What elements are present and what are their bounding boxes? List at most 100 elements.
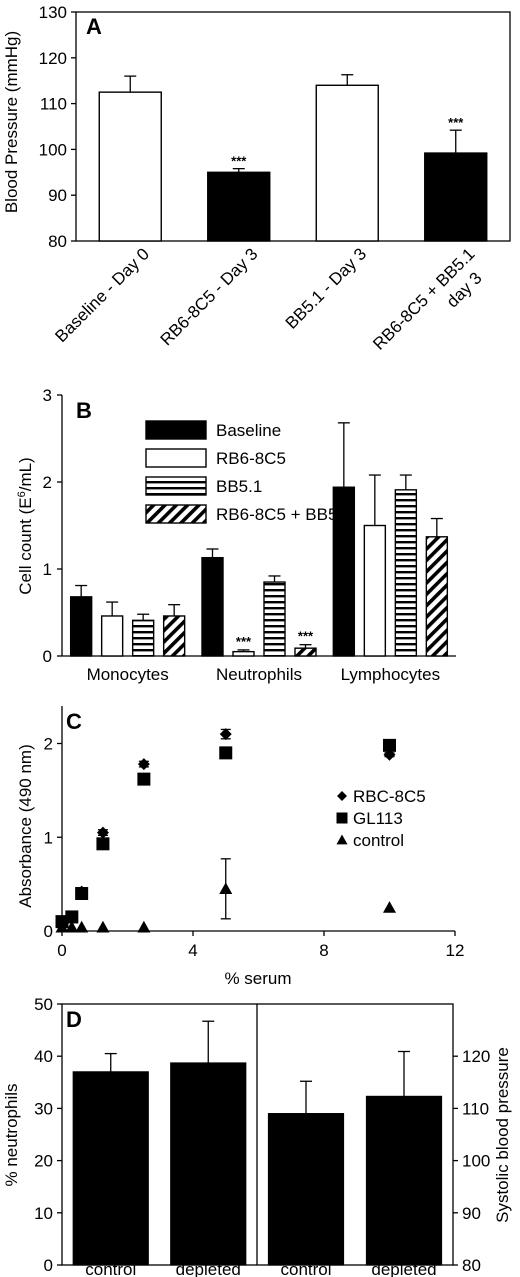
panel-d-right-bar [365, 1095, 443, 1266]
panel-b-legend-label: Baseline [216, 421, 281, 440]
panel-d-right-ylabel: Systolic blood pressure [493, 1047, 512, 1223]
panel-b-legend: Baseline RB6-8C5 BB5.1 RB6-8C5 + BB5.1 [145, 420, 352, 524]
panel-d-right-bar [267, 1113, 345, 1266]
panel-c-point-square [219, 746, 233, 760]
panel-b-bar [162, 615, 186, 657]
panel-c-legend-label: control [353, 831, 404, 850]
panel-c-ytick-label: 1 [44, 828, 53, 847]
panel-a-xtick-label: RB6-8C5 - Day 3 [157, 244, 262, 349]
panel-b-legend-label: RB6-8C5 [216, 449, 286, 468]
panel-b-bar [201, 556, 224, 657]
panel-d-right-ytick-label: 120 [462, 1047, 490, 1066]
panel-a-x-axis-labels: Baseline - Day 0 RB6-8C5 - Day 3 BB5.1 - D… [51, 244, 494, 369]
panel-c-ytick-label: 2 [44, 735, 53, 754]
panel-b-ytick-label: 3 [43, 386, 52, 405]
panel-d-left-ytick-label: 10 [34, 1204, 53, 1223]
panel-d-left-ytick-label: 50 [34, 995, 53, 1014]
panel-c-legend-label: RBC-8C5 [353, 787, 426, 806]
panel-d-letter: D [66, 1007, 82, 1032]
panel-a-letter: A [86, 14, 102, 39]
panel-b-legend-swatch [145, 476, 207, 496]
panel-c-legend-marker [336, 812, 348, 824]
panel-c-xtick-label: 0 [57, 941, 66, 960]
panel-a-ytick-label: 120 [39, 49, 67, 68]
panel-a: A Blood Pressure (mmHg) 80 90 100 110 120 130… [2, 3, 511, 369]
panel-d-right-ytick-label: 80 [462, 1256, 481, 1275]
panel-c-legend-marker [337, 791, 347, 801]
panel-b-bar [394, 489, 418, 657]
panel-a-ytick-label: 100 [39, 140, 67, 159]
panel-a-xtick-line: Baseline - Day 0 [51, 244, 153, 346]
panel-b-bars: *** *** [69, 422, 449, 657]
panel-b-bar [100, 615, 124, 657]
panel-c-letter: C [66, 709, 82, 734]
panel-c-xtick-label: 8 [319, 941, 328, 960]
panel-a-xtick-line: BB5.1 - Day 3 [282, 244, 370, 332]
panel-a-ytick-label: 80 [48, 232, 67, 251]
panel-a-xtick-label: Baseline - Day 0 [51, 244, 153, 346]
panel-a-bar [315, 84, 379, 242]
panel-a-bars: *** *** [98, 74, 488, 242]
panel-d-left-ylabel: % neutrophils [2, 1083, 21, 1186]
panel-c-points [55, 728, 396, 933]
panel-d: D % neutrophils Systolic blood pressure … [2, 995, 512, 1277]
panel-b-legend-label: BB5.1 [216, 477, 262, 496]
panel-c-point-triangle [96, 920, 110, 933]
panel-a-xtick-label: RB6-8C5 + BB5.1day 3 [369, 244, 494, 369]
panel-c-legend-marker [336, 834, 348, 845]
panel-c-point-triangle [137, 920, 151, 933]
panel-d-left-bar [170, 1062, 247, 1266]
panel-d-left-bar [72, 1071, 149, 1266]
panel-b-x-axis-labels: Monocytes Neutrophils Lymphocytes [87, 665, 441, 684]
panel-a-plot-frame [75, 11, 511, 242]
panel-a-y-axis: 80 90 100 110 120 130 [39, 3, 76, 251]
panel-c-point-square [65, 910, 79, 924]
panel-c-legend-label: GL113 [353, 809, 403, 828]
panel-c-point-triangle [55, 920, 69, 933]
panel-d-left-ytick-label: 0 [44, 1256, 53, 1275]
panel-d-left-ytick-label: 20 [34, 1152, 53, 1171]
panel-b-bar [363, 524, 387, 657]
panel-b-significance: *** [298, 629, 314, 644]
panel-d-bars [72, 1020, 443, 1266]
panel-c-point-triangle [65, 920, 79, 933]
panel-b-bar [263, 581, 286, 657]
panel-a-significance: *** [231, 154, 247, 169]
panel-a-ytick-label: 130 [39, 3, 67, 22]
panel-b-xtick-label: Neutrophils [216, 665, 302, 684]
panel-b-legend-swatch [145, 448, 207, 468]
panel-c-point-diamond [96, 826, 109, 839]
panel-c-point-triangle [75, 920, 89, 933]
panel-b-letter: B [76, 398, 92, 423]
panel-b-legend-swatch [145, 504, 207, 524]
panel-c-point-square [75, 887, 89, 900]
panel-c-point-square [383, 738, 396, 752]
panel-a-xtick-label: BB5.1 - Day 3 [282, 244, 370, 332]
panel-c-xlabel: % serum [224, 969, 291, 988]
panel-c-point-triangle [219, 882, 233, 895]
panel-d-left-ytick-label: 30 [34, 1099, 53, 1118]
panel-b-ytick-label: 0 [43, 647, 52, 666]
panel-c-ytick-label: 0 [44, 922, 53, 941]
panel-d-right-ytick-label: 100 [462, 1152, 490, 1171]
panel-c-xtick-label: 12 [446, 941, 465, 960]
panel-b-bar [69, 596, 93, 657]
panel-b-ylabel: Cell count (E6/mL) [16, 457, 35, 594]
panel-a-significance: *** [448, 115, 464, 130]
panel-c-point-triangle [383, 901, 396, 913]
panel-a-ylabel: Blood Pressure (mmHg) [2, 31, 21, 213]
panel-c-point-diamond [219, 728, 232, 741]
panel-c-point-square [137, 772, 151, 786]
panel-b-bar [294, 647, 317, 657]
panel-a-ytick-label: 110 [40, 95, 67, 114]
panel-a-xtick-line: RB6-8C5 - Day 3 [157, 244, 262, 349]
panel-c-point-diamond [137, 758, 150, 771]
panel-b-xtick-label: Lymphocytes [341, 665, 441, 684]
panel-b-bar [232, 650, 255, 657]
panel-d-right-ytick-label: 90 [462, 1204, 481, 1223]
panel-b-ytick-label: 1 [43, 560, 52, 579]
panel-b-significance: *** [236, 634, 252, 649]
panel-b-legend-swatch [145, 420, 207, 440]
